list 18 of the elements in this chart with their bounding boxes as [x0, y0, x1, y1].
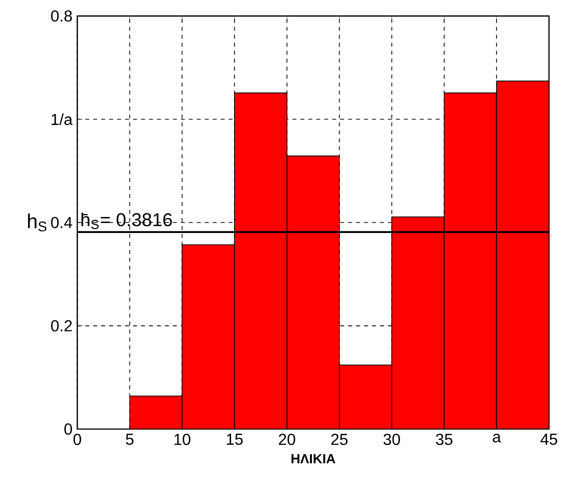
y-tick-label: 0.4: [51, 217, 72, 228]
y-tick-label: 1/a: [52, 114, 73, 126]
x-tick-label: 10: [174, 434, 190, 446]
x-tick-label: 35: [436, 434, 452, 446]
x-tick-label: 15: [226, 434, 243, 446]
y-tick-label: 0: [64, 424, 72, 435]
x-tick-label: 5: [126, 434, 134, 446]
x-tick-label: 25: [331, 434, 348, 446]
ref-line-label: h̄$_{S}$= 0.3816: [82, 212, 172, 230]
x-tick-label: 20: [278, 434, 296, 446]
x-tick-label: 45: [540, 434, 558, 446]
x-tick-label: a: [492, 434, 502, 443]
y-tick-label: 0.8: [51, 10, 72, 22]
y-tick-label: 0.2: [51, 320, 72, 332]
x-axis-title: ΗΛΙΚΙΑ: [292, 454, 336, 464]
y-axis-title: h$_{S}$: [28, 214, 46, 232]
x-tick-label: 0: [73, 434, 82, 446]
x-tick-label: 30: [384, 434, 400, 446]
